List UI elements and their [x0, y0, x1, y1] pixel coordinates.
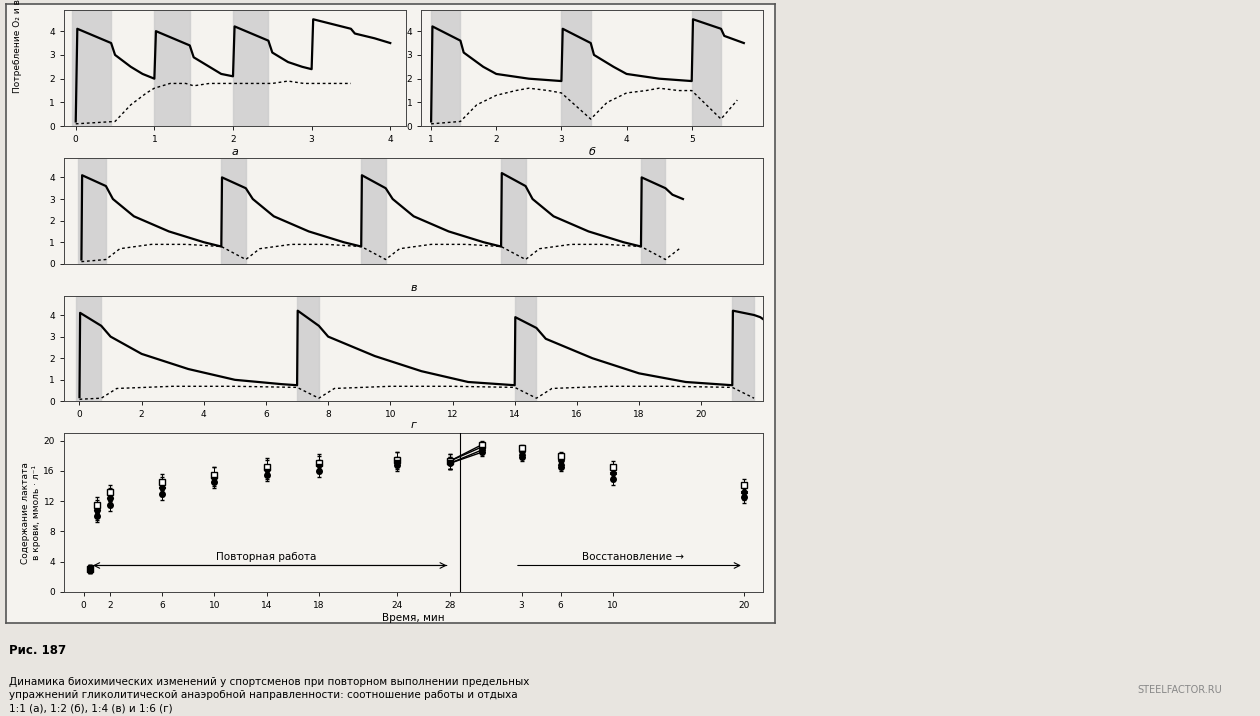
Bar: [72, 10, 111, 126]
Bar: [362, 158, 386, 263]
Bar: [641, 158, 665, 263]
Bar: [222, 158, 246, 263]
Bar: [155, 10, 190, 126]
Y-axis label: Содержание лактата
в крови, ммоль · л⁻¹: Содержание лактата в крови, ммоль · л⁻¹: [20, 462, 40, 563]
Text: Потребление О₂ и выделение СО₂, л · мин⁻¹: Потребление О₂ и выделение СО₂, л · мин⁻…: [13, 0, 21, 93]
Text: а: а: [232, 147, 238, 158]
Text: в: в: [411, 283, 417, 293]
Text: б: б: [588, 147, 596, 158]
X-axis label: Время, мин: Время, мин: [382, 613, 445, 623]
Bar: [297, 296, 319, 402]
Text: Динамика биохимических изменений у спортсменов при повторном выполнении предельн: Динамика биохимических изменений у спорт…: [9, 677, 529, 713]
Text: Восстановление →: Восстановление →: [582, 552, 684, 562]
Bar: [692, 10, 721, 126]
Text: STEELFACTOR.RU: STEELFACTOR.RU: [1138, 684, 1222, 695]
Bar: [78, 158, 106, 263]
Bar: [431, 10, 460, 126]
Text: Повторная работа: Повторная работа: [217, 552, 316, 562]
Bar: [501, 158, 525, 263]
Bar: [77, 296, 101, 402]
Bar: [514, 296, 537, 402]
Text: Рис. 187: Рис. 187: [9, 644, 66, 657]
Bar: [233, 10, 268, 126]
Bar: [732, 296, 753, 402]
Bar: [562, 10, 591, 126]
Text: г: г: [411, 420, 417, 430]
